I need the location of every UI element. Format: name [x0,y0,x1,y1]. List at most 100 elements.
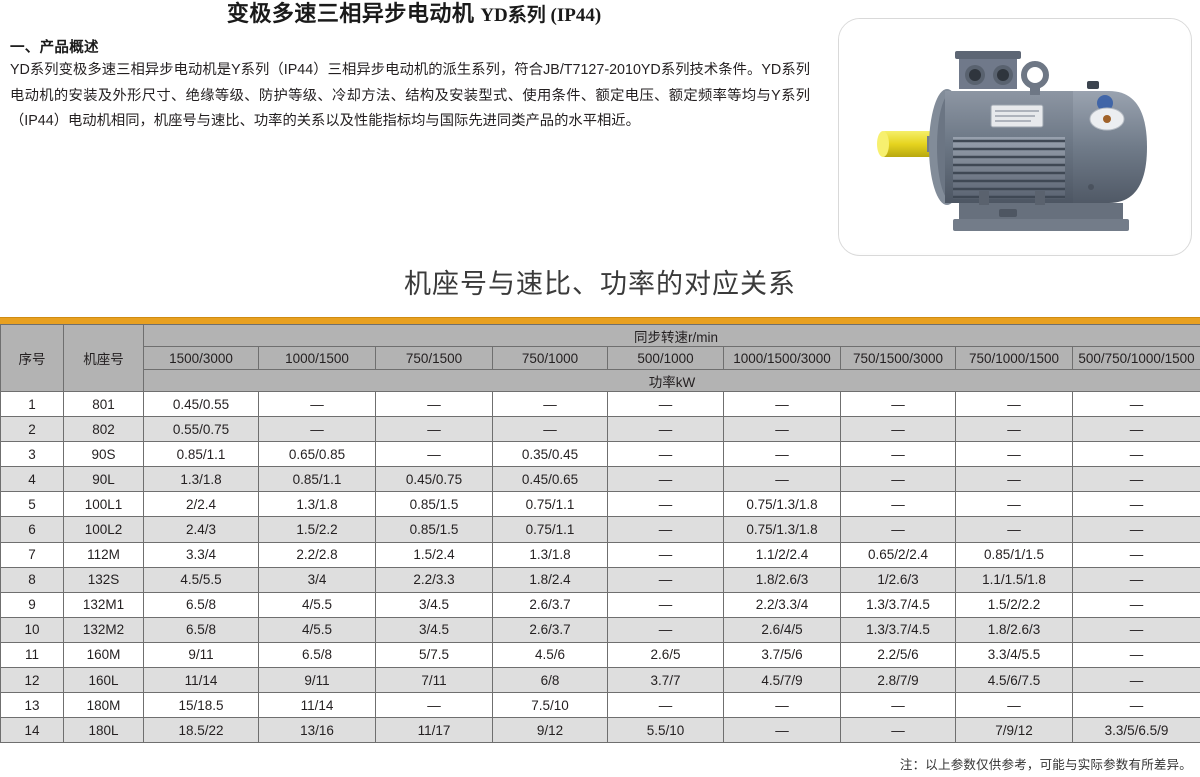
table-row: 1 801 0.45/0.55— — — — — — — — [0,390,1200,418]
motor-base [959,203,1123,219]
cell-power-4: — [607,466,724,493]
product-photo-frame [838,18,1192,256]
cell-power-6: 1/2.6/3 [840,566,956,593]
cell-index: 8 [0,566,64,593]
page-title: 变极多速三相异步电动机 YD系列 (IP44) [0,4,828,26]
cell-power-4: 2.6/5 [607,641,724,669]
cell-power-8: — [1071,616,1200,643]
cell-power-8: — [1071,491,1200,518]
cell-index: 4 [0,466,64,493]
cell-power-4: — [607,566,724,593]
cell-power-4: — [607,616,724,643]
cell-power-5: 2.6/4/5 [723,616,841,643]
header-speed-col-7: 750/1000/1500 [955,346,1073,370]
cell-power-0: 15/18.5 [143,692,259,719]
cell-power-0: 4.5/5.5 [143,566,259,593]
cell-power-8: — [1071,466,1200,493]
cell-power-1: 1.5/2.2 [258,516,376,543]
cell-power-2: 0.85/1.5 [375,516,493,543]
cell-frame-size: 160L [63,667,144,694]
cell-index: 9 [0,591,64,618]
cell-power-3: 4.5/6 [492,641,608,669]
spec-table-wrapper: 序号 机座号 同步转速r/min 1500/3000 1000/1500 750… [0,317,1200,744]
cell-power-6: 0.65/2/2.4 [840,541,956,568]
cell-power-3: — [492,416,608,443]
cell-index: 7 [0,541,64,568]
cell-power-2: 0.45/0.75 [375,466,493,493]
cell-power-7: — [955,466,1073,493]
spec-table-head: 序号 机座号 同步转速r/min 1500/3000 1000/1500 750… [0,324,1200,392]
cell-index: 6 [0,516,64,543]
motor-lifting-eye [1021,61,1049,95]
cell-power-4: — [607,692,724,719]
cell-power-6: — [840,692,956,719]
cell-power-6: 2.2/5/6 [840,641,956,669]
cell-power-8: — [1071,416,1200,443]
cell-power-4: — [607,441,724,468]
cell-power-7: — [955,416,1073,443]
cell-power-6: — [840,441,956,468]
cell-power-1: 11/14 [258,692,376,719]
cell-power-0: 6.5/8 [143,616,259,643]
cell-power-2: 3/4.5 [375,591,493,618]
cell-power-0: 11/14 [143,667,259,694]
cell-power-1: 6.5/8 [258,641,376,669]
cell-power-3: 7.5/10 [492,692,608,719]
cell-power-0: 3.3/4 [143,541,259,568]
cell-power-8: — [1071,541,1200,568]
table-row: 11 160M 9/11 6.5/8 5/7.5 4.5/6 2.6/5 3.7/5/6 2.2… [0,641,1200,669]
spec-table-body: 1 801 0.45/0.55— — — — — — — —2 802 0.55/0.75— — — — — —… [0,390,1200,744]
cell-frame-size: 180L [63,717,144,744]
cell-power-5: — [723,466,841,493]
header-row-unit: 功率kW [1,369,1200,392]
cell-power-5: 4.5/7/9 [723,667,841,694]
cell-power-3: — [492,390,608,418]
cell-frame-size: 132S [63,566,144,593]
cell-power-4: — [607,541,724,568]
table-accent-bar [0,317,1200,324]
header-speed-col-5: 1000/1500/3000 [723,346,841,370]
cell-frame-size: 180M [63,692,144,719]
cell-power-7: 4.5/6/7.5 [955,667,1073,694]
section-heading-overview: 一、产品概述 [10,40,99,56]
cell-power-3: 2.6/3.7 [492,591,608,618]
cell-power-8: — [1071,441,1200,468]
cell-power-2: — [375,692,493,719]
page-title-main: 变极多速三相异步电动机 [226,2,475,27]
cell-power-6: — [840,717,956,744]
cell-power-0: 2.4/3 [143,516,259,543]
cell-frame-size: 100L2 [63,516,144,543]
table-row: 14 180L 18.5/22 13/16 11/17 9/12 5.5/10— —7/9/1… [0,717,1200,744]
cell-power-4: — [607,491,724,518]
cell-index: 2 [0,416,64,443]
cell-power-4: — [607,416,724,443]
cell-power-6: 2.8/7/9 [840,667,956,694]
cell-power-7: — [955,692,1073,719]
cell-frame-size: 112M [63,541,144,568]
cell-power-3: 1.8/2.4 [492,566,608,593]
cell-power-7: — [955,491,1073,518]
cell-power-6: — [840,466,956,493]
cell-power-2: 1.5/2.4 [375,541,493,568]
cell-power-1: 0.85/1.1 [258,466,376,493]
cell-frame-size: 132M2 [63,616,144,643]
table-title: 机座号与速比、功率的对应关系 [404,269,796,299]
motor-terminal-box [955,51,1021,89]
cell-power-8: 3.3/5/6.5/9 [1071,717,1200,744]
cell-power-0: 18.5/22 [143,717,259,744]
cell-power-4: — [607,516,724,543]
cell-index: 3 [0,441,64,468]
motor-illustration [839,19,1189,253]
cell-power-5: — [723,717,841,744]
cell-index: 1 [0,390,64,418]
spec-table: 序号 机座号 同步转速r/min 1500/3000 1000/1500 750… [0,324,1200,744]
cell-power-4: — [607,390,724,418]
cell-power-5: 1.8/2.6/3 [723,566,841,593]
header-row-group: 序号 机座号 同步转速r/min [0,324,1200,392]
table-row: 9 132M1 6.5/8 4/5.5 3/4.5 2.6/3.7—2.2/3.3/4 1.… [0,591,1200,618]
cell-power-7: 3.3/4/5.5 [955,641,1073,669]
header-row-speeds: 1500/3000 1000/1500 750/1500 750/1000 50… [1,346,1200,370]
cell-power-8: — [1071,516,1200,543]
header-cell-unit: 功率kW [142,369,1200,392]
cell-power-2: — [375,390,493,418]
